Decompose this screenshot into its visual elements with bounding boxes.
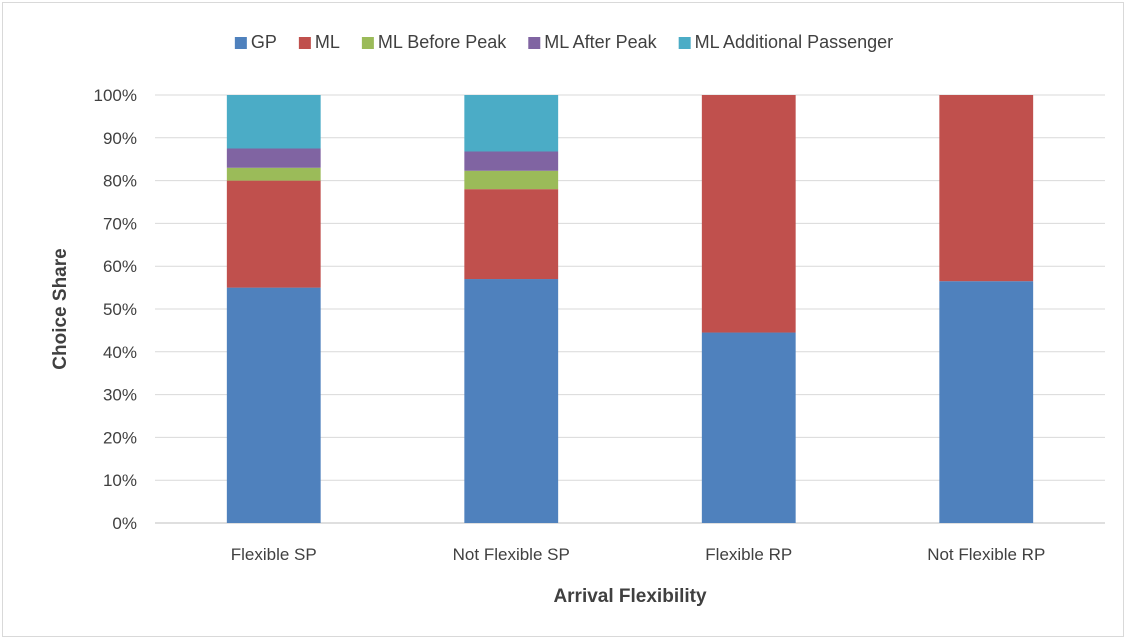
bar-not-flexible-rp-gp <box>939 281 1034 523</box>
x-tick-label: Flexible RP <box>705 545 792 564</box>
x-axis-title: Arrival Flexibility <box>553 586 707 607</box>
y-tick-label: 70% <box>103 214 137 233</box>
bar-flexible-rp-ml <box>701 95 796 333</box>
legend-label: GP <box>251 32 277 52</box>
y-tick-label: 80% <box>103 172 137 191</box>
y-axis-ticks: 0% 10% 20% 30% 40% 50% 60% 70% 80% 90% 100% <box>94 86 137 533</box>
legend-swatch <box>234 37 247 49</box>
y-tick-label: 30% <box>103 386 137 405</box>
legend-item-ml-before-peak: ML Before Peak <box>361 32 507 52</box>
legend-item-ml-additional-passenger: ML Additional Passenger <box>678 32 893 52</box>
legend-swatch <box>361 37 374 49</box>
bar-not-flexible-sp-ml <box>464 189 559 280</box>
bar-flexible-sp-ml-additional-passenger <box>226 95 321 149</box>
y-tick-label: 60% <box>103 257 137 276</box>
legend-label: ML After Peak <box>544 32 657 52</box>
legend: GP ML ML Before Peak ML After Peak ML Additi… <box>234 32 893 52</box>
legend-label: ML Before Peak <box>378 32 507 52</box>
y-tick-label: 0% <box>112 514 137 533</box>
x-tick-label: Flexible SP <box>231 545 317 564</box>
x-tick-label: Not Flexible RP <box>927 545 1045 564</box>
y-tick-label: 50% <box>103 300 137 319</box>
y-axis-title: Choice Share <box>50 248 71 369</box>
bar-not-flexible-sp-ml-additional-passenger <box>464 95 559 152</box>
bar-not-flexible-rp-ml <box>939 95 1034 282</box>
y-tick-label: 100% <box>94 86 137 105</box>
bar-flexible-rp-gp <box>701 332 796 523</box>
bars <box>226 95 1034 523</box>
legend-label: ML <box>315 32 340 52</box>
legend-swatch <box>678 37 691 49</box>
y-tick-label: 90% <box>103 129 137 148</box>
bar-flexible-sp-ml-before-peak <box>226 167 321 181</box>
legend-item-ml: ML <box>298 32 340 52</box>
bar-flexible-sp-ml <box>226 180 321 288</box>
legend-swatch <box>298 37 311 49</box>
x-axis-ticks: Flexible SP Not Flexible SP Flexible RP Not… <box>231 545 1046 564</box>
bar-not-flexible-sp-gp <box>464 279 559 523</box>
bar-not-flexible-sp-ml-before-peak <box>464 170 559 190</box>
y-tick-label: 10% <box>103 471 137 490</box>
bar-flexible-sp-ml-after-peak <box>226 148 321 168</box>
x-tick-label: Not Flexible SP <box>453 545 570 564</box>
bar-flexible-sp-gp <box>226 287 321 523</box>
legend-label: ML Additional Passenger <box>695 32 893 52</box>
legend-item-gp: GP <box>234 32 277 52</box>
bar-not-flexible-sp-ml-after-peak <box>464 151 559 171</box>
legend-item-ml-after-peak: ML After Peak <box>528 32 658 52</box>
legend-swatch <box>528 37 541 49</box>
y-tick-label: 20% <box>103 428 137 447</box>
y-tick-label: 40% <box>103 343 137 362</box>
